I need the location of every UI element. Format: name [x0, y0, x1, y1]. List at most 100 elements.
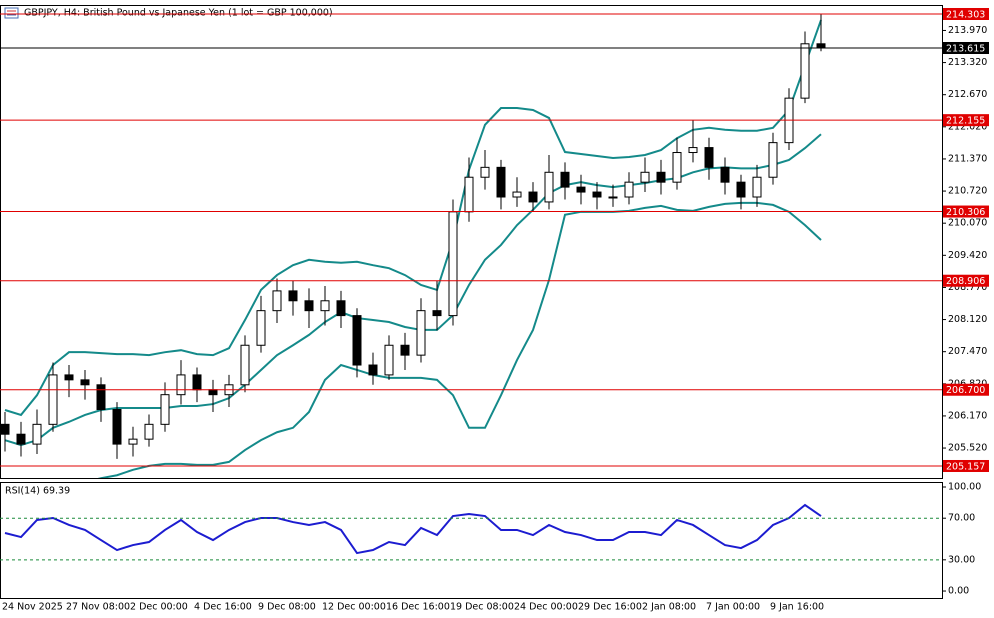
x-tick-label: 2 Dec 00:00	[130, 602, 188, 613]
candle-body	[16, 433, 26, 445]
x-tick-label: 16 Dec 16:00	[386, 602, 450, 613]
candle-body	[32, 423, 42, 445]
candle-body	[688, 147, 698, 154]
level-label: 205.157	[946, 461, 985, 472]
candle-body	[112, 409, 122, 445]
candle-body	[96, 384, 106, 411]
level-label: 206.700	[946, 385, 985, 396]
rsi-line	[4, 503, 822, 555]
level-label-box	[943, 114, 989, 127]
last-price-label: 213.615	[946, 43, 985, 54]
y-tick-label: 0.00	[948, 586, 969, 597]
candle-body	[816, 43, 826, 49]
y-tick-label: 208.120	[948, 314, 987, 325]
rsi-panel	[0, 482, 943, 599]
candle-body	[576, 186, 586, 193]
x-tick-label: 9 Dec 08:00	[258, 602, 316, 613]
candle-body	[624, 181, 634, 198]
candle-body	[336, 300, 346, 317]
candle-body	[560, 171, 570, 188]
candle-body	[416, 310, 426, 356]
level-label-box	[943, 205, 989, 218]
y-tick-label: 209.420	[948, 250, 987, 261]
candle-body	[352, 315, 362, 366]
rsi-title: RSI(14) 69.39	[5, 486, 70, 497]
bollinger-band	[97, 201, 822, 478]
y-tick-label: 212.670	[948, 89, 987, 100]
candle-body	[720, 166, 730, 183]
candle-body	[400, 344, 410, 356]
candle-body	[512, 191, 522, 198]
candle-body	[208, 389, 218, 396]
bollinger-band	[4, 19, 822, 417]
candle-body	[0, 423, 10, 435]
candle-body	[288, 290, 298, 302]
candle-body	[432, 310, 442, 317]
candle-body	[496, 166, 506, 198]
candle-body	[672, 152, 682, 183]
candle-body	[704, 147, 714, 168]
level-label: 214.303	[946, 9, 985, 20]
candle-body	[384, 344, 394, 376]
last-price-box	[943, 41, 989, 54]
candle-body	[800, 43, 810, 99]
x-tick-label: 7 Jan 00:00	[706, 602, 760, 613]
x-tick-label: 4 Dec 16:00	[194, 602, 252, 613]
candle-body	[176, 374, 186, 396]
y-tick-label: 206.170	[948, 410, 987, 421]
candle-body	[464, 176, 474, 213]
level-label: 208.906	[946, 276, 985, 287]
y-tick-label: 70.00	[948, 513, 975, 524]
bollinger-band	[4, 133, 822, 447]
x-tick-label: 24 Nov 2025	[2, 602, 63, 613]
level-label-box	[943, 7, 989, 20]
candle-body	[160, 394, 170, 425]
plot-area	[4, 503, 822, 555]
chart-title: GBPJPY, H4: British Pound vs Japanese Ye…	[24, 8, 333, 19]
candle-body	[256, 310, 266, 346]
price-panel	[0, 5, 943, 479]
y-tick-label: 213.970	[948, 25, 987, 36]
candle-body	[320, 300, 330, 312]
candle-body	[144, 423, 154, 440]
candle-body	[656, 171, 666, 183]
y-tick-label: 213.320	[948, 57, 987, 68]
candle-body	[608, 196, 618, 199]
candle-body	[752, 176, 762, 198]
candle-body	[48, 374, 58, 425]
x-tick-label: 2 Jan 08:00	[642, 602, 696, 613]
x-tick-label: 29 Dec 16:00	[578, 602, 642, 613]
x-tick-label: 24 Dec 00:00	[514, 602, 578, 613]
y-tick-label: 210.070	[948, 218, 987, 229]
level-label: 212.155	[946, 116, 985, 127]
candle-body	[240, 344, 250, 386]
y-tick-label: 211.370	[948, 153, 987, 164]
y-tick-label: 212.020	[948, 121, 987, 132]
y-tick-label: 205.520	[948, 443, 987, 454]
level-label-box	[943, 383, 989, 396]
level-label-box	[943, 459, 989, 472]
y-tick-label: 208.770	[948, 282, 987, 293]
candle-body	[640, 171, 650, 183]
candle-body	[592, 191, 602, 198]
candle-body	[64, 374, 74, 381]
candle-body	[272, 290, 282, 312]
level-label-box	[943, 274, 989, 287]
candle-body	[448, 211, 458, 317]
x-tick-label: 27 Nov 08:00	[66, 602, 130, 613]
candle-body	[528, 191, 538, 203]
x-tick-label: 9 Jan 16:00	[770, 602, 824, 613]
symbol-icon	[4, 7, 19, 19]
candle-body	[736, 181, 746, 198]
y-tick-label: 207.470	[948, 346, 987, 357]
level-label: 210.306	[946, 207, 985, 218]
candle-body	[192, 374, 202, 391]
candle-body	[128, 438, 138, 445]
candle-body	[480, 166, 490, 178]
candle-body	[368, 364, 378, 376]
plot-area	[0, 13, 826, 478]
candle-body	[544, 171, 554, 203]
candle-body	[80, 379, 90, 386]
